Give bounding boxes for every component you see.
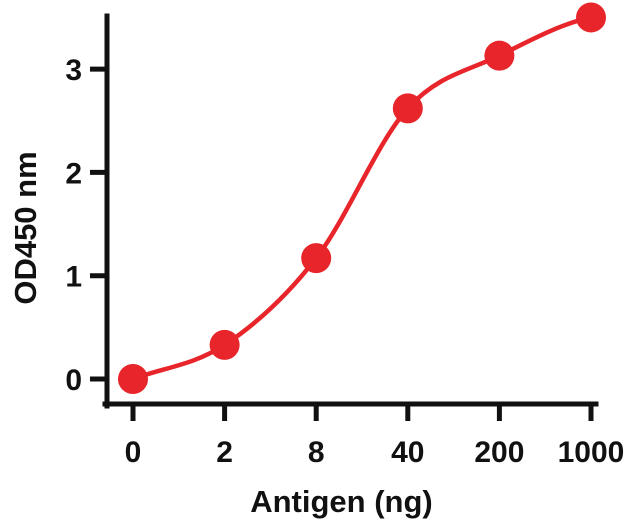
axes xyxy=(102,13,599,409)
y-tick-label: 3 xyxy=(65,54,82,87)
x-tick-label: 8 xyxy=(308,436,325,469)
y-tick-label: 0 xyxy=(65,364,82,397)
data-point xyxy=(301,243,332,274)
y-axis-title: OD450 nm xyxy=(8,151,43,304)
y-tick-label: 2 xyxy=(65,157,82,190)
ticks: 0 1 2 3 0 2 8 40 200 1000 xyxy=(65,54,624,469)
x-tick-label: 40 xyxy=(391,436,424,469)
data-point xyxy=(576,2,606,33)
data-point xyxy=(209,329,240,360)
data-point xyxy=(392,93,423,124)
data-point xyxy=(484,40,515,71)
data-point xyxy=(118,364,148,394)
fit-curve-layer xyxy=(130,15,594,382)
x-axis-title: Antigen (ng) xyxy=(250,484,433,519)
x-tick-label: 1000 xyxy=(558,436,625,469)
x-tick-label: 2 xyxy=(216,436,233,469)
x-tick-label: 0 xyxy=(125,436,142,469)
y-tick-label: 1 xyxy=(65,261,82,294)
data-points xyxy=(118,2,606,394)
fit-curve xyxy=(130,15,594,382)
x-tick-label: 200 xyxy=(474,436,524,469)
